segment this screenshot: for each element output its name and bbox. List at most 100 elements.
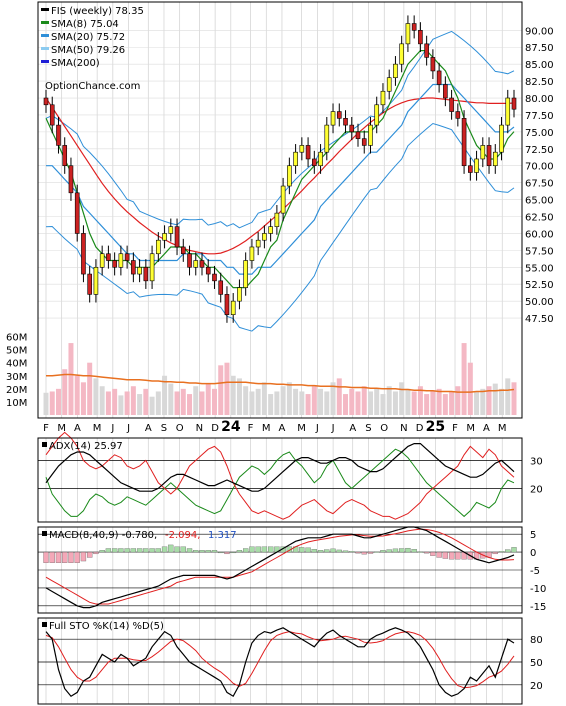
macd-histogram-bar	[386, 549, 392, 553]
macd-histogram-bar	[349, 551, 355, 553]
volume-bar	[168, 383, 174, 415]
macd-histogram-bar	[423, 551, 430, 554]
price-tick-label: 62.50	[525, 213, 554, 224]
macd-histogram-bar	[267, 546, 274, 553]
macd-histogram-bar	[361, 551, 367, 555]
volume-bar	[492, 383, 498, 415]
macd-histogram-bar	[261, 546, 268, 553]
sma50-line	[45, 97, 515, 255]
candle-body	[268, 226, 273, 234]
volume-bar	[130, 386, 136, 415]
volume-bar	[399, 382, 405, 415]
volume-bar	[268, 394, 274, 415]
macd-histogram-bar	[430, 551, 436, 556]
x-tick-label: A	[74, 423, 81, 434]
macd-panel-frame	[37, 526, 523, 614]
price-tick-label: 82.50	[525, 77, 554, 88]
macd-histogram-bar	[405, 547, 411, 553]
price-tick-label: 52.50	[525, 280, 554, 291]
adx-label: ADX(14) 25.97	[49, 441, 123, 452]
candle-body	[93, 266, 99, 295]
volume-bar	[118, 395, 124, 415]
volume-bar	[411, 391, 417, 415]
x-tick-label: N	[196, 423, 203, 434]
volume-bar	[386, 386, 392, 415]
macd-histogram-bar	[174, 546, 180, 553]
price-tick-label: 47.50	[525, 314, 554, 325]
legend-label: FIS (weekly) 78.35	[51, 6, 144, 17]
volume-bar	[55, 388, 61, 415]
macd-histogram-bar	[342, 550, 349, 553]
volume-bar	[336, 378, 342, 415]
x-tick-label: O	[176, 423, 184, 434]
volume-bar	[243, 386, 249, 415]
volume-bar	[361, 386, 367, 415]
macd-histogram-bar	[355, 551, 361, 554]
price-tick-label: 65.00	[525, 196, 554, 207]
legend-label: SMA(200)	[51, 58, 100, 69]
candle-body	[380, 90, 386, 106]
legend-swatch	[41, 21, 49, 24]
volume-bar	[474, 391, 480, 415]
volume-bar	[343, 394, 349, 415]
volume-bar	[174, 391, 180, 415]
candle-body	[99, 253, 105, 268]
candle-body	[418, 30, 423, 45]
x-tick-label: A	[349, 423, 356, 434]
macd-histogram-bar	[68, 551, 74, 563]
candle-body	[249, 246, 255, 261]
macd-histogram-bar	[367, 551, 374, 554]
macd-histogram-bar	[74, 551, 80, 563]
adx-panel-frame	[37, 437, 523, 523]
price-tick-label: 75.00	[525, 128, 554, 139]
candle-body	[81, 233, 86, 275]
volume-tick-label: 40M	[6, 359, 27, 370]
volume-bar	[374, 388, 380, 415]
candle-body	[461, 118, 467, 167]
candle-body	[299, 145, 305, 153]
candle-body	[355, 131, 361, 139]
x-tick-label: S	[161, 423, 167, 434]
volume-bar	[87, 362, 93, 415]
x-tick-label: M	[262, 423, 271, 434]
macd-histogram-bar	[205, 550, 211, 553]
candle-body	[174, 226, 180, 248]
price-tick-label: 57.50	[525, 246, 554, 257]
volume-bar	[311, 386, 317, 415]
macd-histogram-bar	[330, 548, 336, 553]
volume-bar	[442, 394, 448, 415]
adx-tick-label: 20	[530, 484, 543, 495]
macd-histogram-bar	[236, 550, 243, 553]
price-tick-label: 60.00	[525, 229, 554, 240]
macd-histogram-bar	[511, 547, 517, 553]
macd-histogram-bar	[80, 551, 87, 562]
candle-body	[43, 97, 49, 106]
candle-body	[280, 185, 286, 214]
volume-bar	[255, 388, 261, 415]
candle-body	[324, 124, 330, 153]
x-tick-label: J	[315, 423, 319, 434]
volume-bar	[455, 386, 461, 415]
x-tick-label: M	[498, 423, 507, 434]
volume-bar	[436, 388, 442, 415]
candle-body	[180, 246, 186, 255]
candle-body	[386, 77, 392, 92]
macd-histogram-bar	[224, 551, 230, 555]
candle-body	[293, 151, 298, 167]
macd-histogram-bar	[311, 549, 317, 553]
price-panel	[43, 15, 517, 415]
labels: F M A M J J A S O N D 24 F M A M J J A S O N D 25 F M A M90.0087.50…	[6, 6, 554, 692]
macd-histogram-bar	[324, 549, 330, 553]
x-tick-label: F	[43, 423, 49, 434]
macd-histogram-bar	[149, 548, 155, 553]
candle-body	[349, 124, 355, 133]
macd-histogram-value: 1.317	[208, 530, 237, 541]
adx-legend-swatch	[42, 442, 47, 447]
legend-label: SMA(50) 79.26	[51, 45, 125, 56]
macd-label: MACD(8,40,9) -0.780,	[49, 530, 157, 541]
x-tick-label: M	[93, 423, 102, 434]
macd-histogram-bar	[186, 548, 193, 553]
macd-histogram-bar	[99, 550, 105, 553]
candle-body	[480, 145, 486, 160]
